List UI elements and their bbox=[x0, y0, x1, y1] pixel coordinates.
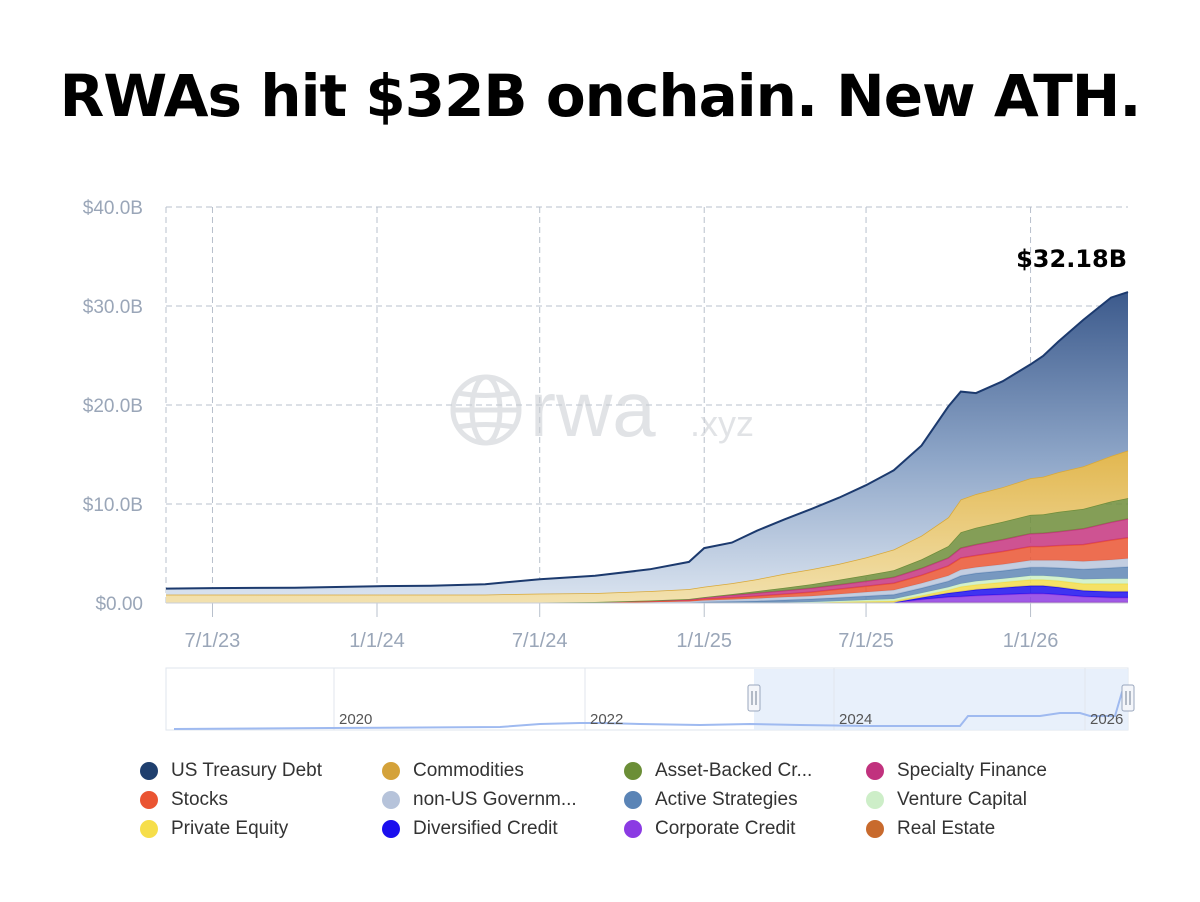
navigator-label-2022: 2022 bbox=[590, 711, 623, 728]
navigator-handle-left[interactable] bbox=[747, 684, 761, 712]
legend-item[interactable]: Commodities bbox=[382, 758, 624, 783]
legend-item[interactable]: Asset-Backed Cr... bbox=[624, 758, 866, 783]
navigator-series-line bbox=[173, 689, 1129, 730]
legend-swatch bbox=[866, 761, 884, 780]
y-tick-label: $0.00 bbox=[95, 594, 143, 615]
headline: RWAs hit $32B onchain. New ATH. bbox=[59, 62, 1142, 130]
area-us-treasury-debt bbox=[166, 292, 1128, 595]
legend-item[interactable]: Active Strategies bbox=[624, 787, 866, 812]
navigator-label-2024: 2024 bbox=[839, 711, 872, 728]
area-corporate-credit bbox=[166, 593, 1128, 603]
x-tick-label: 1/1/25 bbox=[676, 630, 732, 652]
area-specialty-finance bbox=[166, 518, 1128, 603]
legend-label: non-US Governm... bbox=[413, 788, 577, 810]
legend-label: Commodities bbox=[413, 759, 524, 781]
navigator-handle-right[interactable] bbox=[1121, 684, 1135, 712]
area-stocks bbox=[166, 537, 1128, 603]
legend-label: Asset-Backed Cr... bbox=[655, 759, 813, 781]
navigator-label-2020: 2020 bbox=[339, 711, 372, 728]
legend-swatch bbox=[624, 761, 642, 780]
legend-item[interactable]: Stocks bbox=[140, 787, 382, 812]
area-private-equity bbox=[166, 579, 1128, 603]
legend-label: US Treasury Debt bbox=[171, 759, 322, 781]
legend-label: Active Strategies bbox=[655, 788, 798, 810]
legend-swatch bbox=[140, 790, 158, 809]
x-tick-label: 7/1/24 bbox=[512, 630, 568, 652]
legend-item[interactable]: Venture Capital bbox=[866, 787, 1100, 812]
area-venture-capital bbox=[166, 575, 1128, 603]
watermark: rwa .xyz bbox=[450, 365, 754, 453]
legend-swatch bbox=[382, 819, 400, 838]
y-tick-label: $30.0B bbox=[83, 297, 143, 318]
legend-swatch bbox=[140, 819, 158, 838]
area-non-us-government-debt bbox=[166, 558, 1128, 603]
x-tick-label: 7/1/23 bbox=[185, 630, 241, 652]
navigator-label-2026: 2026 bbox=[1090, 711, 1123, 728]
area-commodities bbox=[166, 450, 1128, 603]
legend-label: Corporate Credit bbox=[655, 817, 796, 839]
globe-icon bbox=[450, 374, 522, 446]
area-asset-backed-credit bbox=[166, 498, 1128, 603]
legend-swatch bbox=[624, 819, 642, 838]
legend-swatch bbox=[866, 790, 884, 809]
latest-value-annotation: $32.18B bbox=[1016, 245, 1127, 273]
range-navigator[interactable]: 2020 2022 2024 2026 bbox=[165, 667, 1135, 731]
area-diversified-credit bbox=[166, 585, 1128, 603]
legend-item[interactable]: non-US Governm... bbox=[382, 787, 624, 812]
legend-label: Real Estate bbox=[897, 817, 996, 839]
legend-item[interactable]: Real Estate bbox=[866, 816, 1100, 841]
legend-item[interactable]: US Treasury Debt bbox=[140, 758, 382, 783]
legend-label: Venture Capital bbox=[897, 788, 1027, 810]
y-tick-label: $20.0B bbox=[83, 396, 143, 417]
legend-swatch bbox=[382, 761, 400, 780]
chart-legend: US Treasury Debt Commodities Asset-Backed … bbox=[140, 758, 1100, 841]
legend-item[interactable]: Specialty Finance bbox=[866, 758, 1100, 783]
line-us-treasury-debt bbox=[165, 291, 1129, 590]
legend-item[interactable]: Private Equity bbox=[140, 816, 382, 841]
legend-item[interactable]: Diversified Credit bbox=[382, 816, 624, 841]
legend-label: Specialty Finance bbox=[897, 759, 1047, 781]
legend-swatch bbox=[624, 790, 642, 809]
legend-swatch bbox=[382, 790, 400, 809]
y-tick-label: $10.0B bbox=[83, 495, 143, 516]
legend-label: Private Equity bbox=[171, 817, 289, 839]
axes: $0.00 $10.0B $20.0B $30.0B $40.0B 7/1/23 1/1/2… bbox=[83, 198, 1128, 652]
y-tick-label: $40.0B bbox=[83, 198, 143, 219]
legend-label: Diversified Credit bbox=[413, 817, 558, 839]
navigator-selection[interactable] bbox=[754, 669, 1128, 730]
legend-item[interactable]: Corporate Credit bbox=[624, 816, 866, 841]
legend-label: Stocks bbox=[171, 788, 229, 810]
watermark-suffix: .xyz bbox=[690, 403, 754, 444]
legend-swatch bbox=[140, 761, 158, 780]
x-tick-label: 1/1/26 bbox=[1003, 630, 1059, 652]
legend-swatch bbox=[866, 819, 884, 838]
x-tick-label: 7/1/25 bbox=[838, 630, 894, 652]
x-tick-label: 1/1/24 bbox=[349, 630, 405, 652]
watermark-text: rwa bbox=[530, 365, 656, 453]
